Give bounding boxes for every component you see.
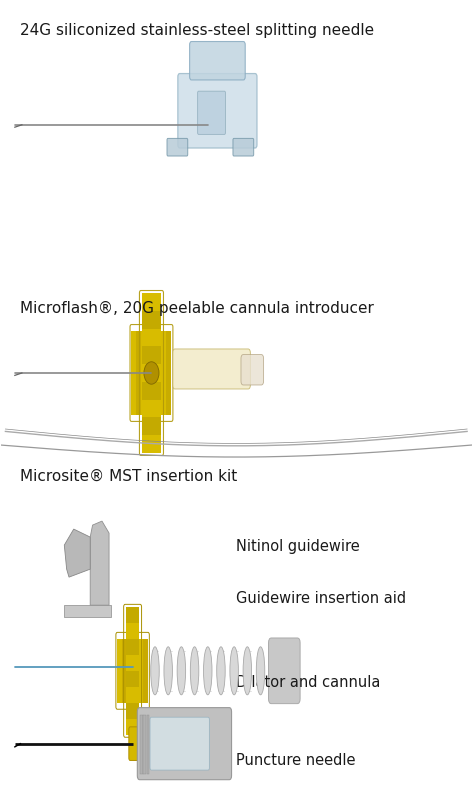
FancyBboxPatch shape xyxy=(190,42,245,80)
FancyBboxPatch shape xyxy=(142,310,161,329)
Ellipse shape xyxy=(164,646,173,695)
FancyBboxPatch shape xyxy=(129,727,144,760)
FancyBboxPatch shape xyxy=(178,74,257,148)
FancyBboxPatch shape xyxy=(122,638,128,703)
FancyBboxPatch shape xyxy=(133,638,138,703)
FancyBboxPatch shape xyxy=(126,654,139,670)
FancyBboxPatch shape xyxy=(198,91,226,135)
FancyBboxPatch shape xyxy=(126,703,139,719)
Ellipse shape xyxy=(203,646,212,695)
FancyBboxPatch shape xyxy=(142,293,161,310)
Text: 24G siliconized stainless-steel splitting needle: 24G siliconized stainless-steel splittin… xyxy=(19,23,374,38)
FancyBboxPatch shape xyxy=(126,623,139,638)
FancyBboxPatch shape xyxy=(142,435,161,453)
Text: Nitinol guidewire: Nitinol guidewire xyxy=(236,539,360,553)
FancyBboxPatch shape xyxy=(142,329,161,346)
Polygon shape xyxy=(90,521,109,606)
FancyBboxPatch shape xyxy=(166,331,172,415)
FancyBboxPatch shape xyxy=(142,346,161,364)
FancyBboxPatch shape xyxy=(142,364,161,382)
Text: Puncture needle: Puncture needle xyxy=(236,753,356,768)
FancyBboxPatch shape xyxy=(142,399,161,418)
Polygon shape xyxy=(64,529,90,577)
FancyBboxPatch shape xyxy=(131,331,137,415)
FancyBboxPatch shape xyxy=(117,638,122,703)
FancyBboxPatch shape xyxy=(147,715,149,774)
FancyBboxPatch shape xyxy=(142,382,161,399)
Text: Microflash®, 20G peelable cannula introducer: Microflash®, 20G peelable cannula introd… xyxy=(19,301,374,316)
Ellipse shape xyxy=(256,646,265,695)
FancyBboxPatch shape xyxy=(142,418,161,435)
Ellipse shape xyxy=(144,362,159,384)
Ellipse shape xyxy=(151,646,159,695)
Ellipse shape xyxy=(230,646,238,695)
FancyBboxPatch shape xyxy=(146,331,152,415)
FancyBboxPatch shape xyxy=(126,719,139,735)
Text: Microsite® MST insertion kit: Microsite® MST insertion kit xyxy=(19,469,237,484)
Text: Guidewire insertion aid: Guidewire insertion aid xyxy=(236,591,406,606)
FancyBboxPatch shape xyxy=(137,331,141,415)
FancyBboxPatch shape xyxy=(137,707,232,780)
FancyBboxPatch shape xyxy=(241,354,264,385)
FancyBboxPatch shape xyxy=(167,139,188,156)
FancyBboxPatch shape xyxy=(144,715,146,774)
FancyBboxPatch shape xyxy=(126,607,139,623)
FancyBboxPatch shape xyxy=(141,331,146,415)
FancyBboxPatch shape xyxy=(269,638,300,703)
Ellipse shape xyxy=(243,646,252,695)
FancyBboxPatch shape xyxy=(152,331,156,415)
Ellipse shape xyxy=(177,646,186,695)
FancyBboxPatch shape xyxy=(138,638,143,703)
FancyBboxPatch shape xyxy=(126,670,139,687)
FancyBboxPatch shape xyxy=(156,331,162,415)
FancyBboxPatch shape xyxy=(140,715,143,774)
Ellipse shape xyxy=(191,646,199,695)
FancyBboxPatch shape xyxy=(233,139,254,156)
FancyBboxPatch shape xyxy=(143,638,148,703)
FancyBboxPatch shape xyxy=(162,331,166,415)
FancyBboxPatch shape xyxy=(150,717,210,770)
FancyBboxPatch shape xyxy=(173,349,250,389)
Ellipse shape xyxy=(217,646,225,695)
Polygon shape xyxy=(64,606,111,618)
FancyBboxPatch shape xyxy=(128,638,133,703)
Text: Dilator and cannula: Dilator and cannula xyxy=(236,674,381,690)
FancyBboxPatch shape xyxy=(126,638,139,654)
FancyBboxPatch shape xyxy=(126,687,139,703)
